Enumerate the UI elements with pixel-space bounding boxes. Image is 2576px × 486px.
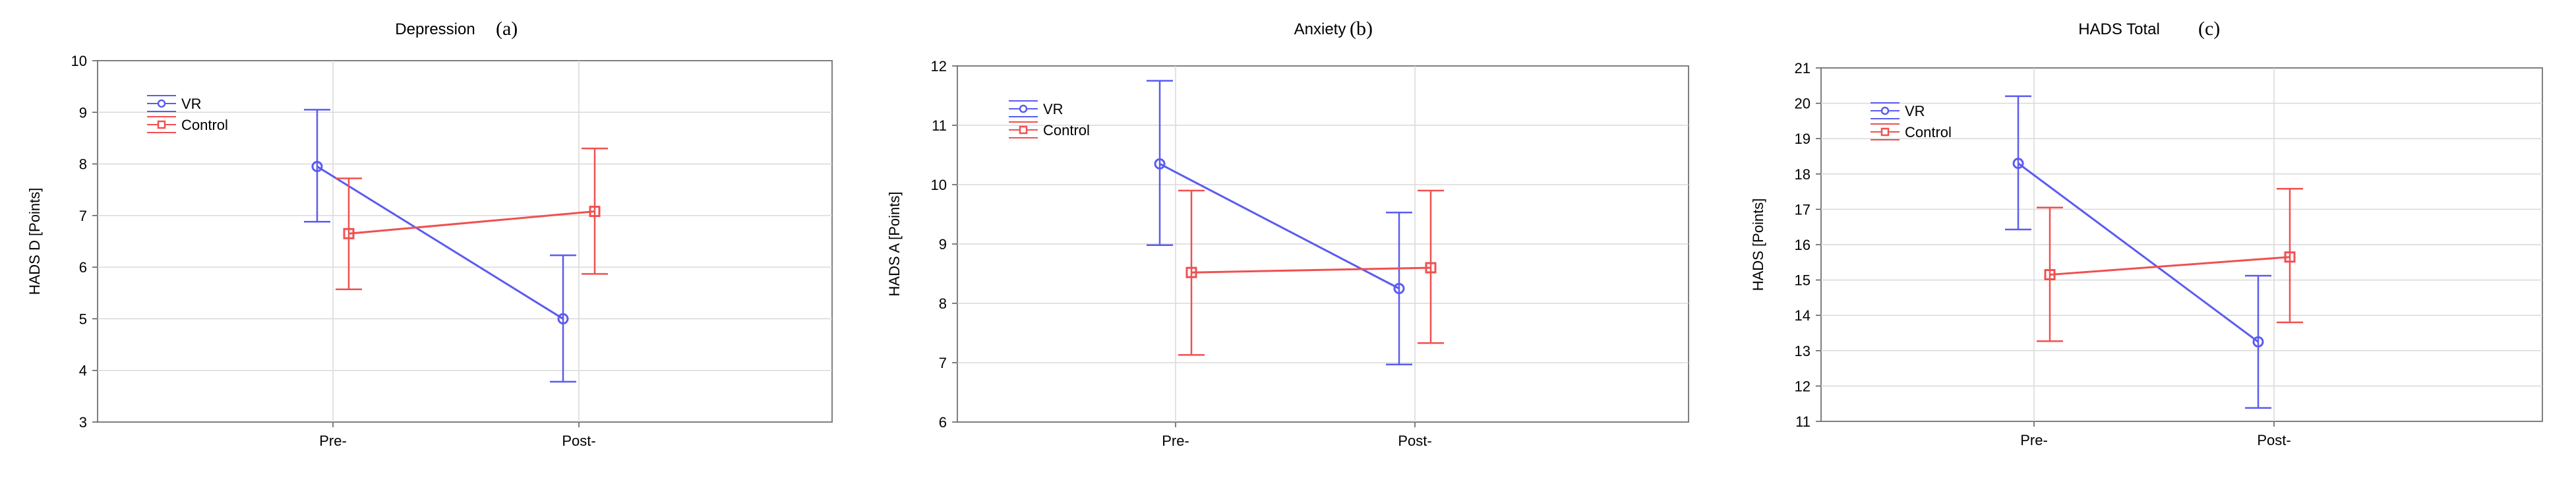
y-tick-label: 6 [79, 259, 87, 276]
y-tick-label: 16 [1795, 237, 1811, 253]
data-point [1185, 266, 1197, 278]
series-vr [2005, 95, 2271, 409]
y-tick-label: 8 [79, 156, 87, 173]
series-line [348, 210, 595, 235]
legend-label: Control [1043, 122, 1090, 138]
y-tick-label: 19 [1795, 131, 1811, 147]
panel-label: (a) [496, 18, 518, 40]
y-tick-label: 9 [79, 104, 87, 121]
legend-label: Control [1905, 124, 1952, 140]
y-tick-label: 7 [939, 355, 947, 371]
y-tick-label: 10 [931, 177, 947, 193]
y-tick-label: 18 [1795, 166, 1811, 183]
error-bar [1178, 189, 1205, 356]
legend-item-vr: VR [1009, 100, 1063, 117]
y-axis-label: HADS D [Points] [26, 188, 43, 295]
x-tick-label-post: Post- [2257, 432, 2291, 448]
error-bar [1147, 80, 1173, 247]
legend-item-control: Control [1009, 121, 1090, 138]
y-tick-label: 6 [939, 414, 947, 431]
y-tick-label: 15 [1795, 272, 1811, 289]
x-tick-label-pre: Pre- [1162, 433, 1189, 449]
panel-label: (c) [2198, 18, 2220, 40]
y-tick-label: 7 [79, 208, 87, 224]
chart-svg: 3 4 5 6 7 8 9 10 Pre- Post- Depression (a) HADS D [P… [26, 18, 833, 449]
y-tick-label: 4 [79, 363, 87, 379]
series-line [316, 166, 564, 320]
data-point [2012, 158, 2024, 169]
chart-panel-anxiety: 6 7 8 9 10 11 12 Pre- Post- Anxiety (b) HADS A [Poi… [858, 0, 1717, 483]
panel-label: (b) [1350, 18, 1373, 40]
legend-label: VR [1043, 101, 1063, 117]
error-bar [304, 109, 330, 223]
y-axis-label: HADS A [Points] [886, 192, 903, 297]
y-tick-label: 12 [931, 58, 947, 75]
series-control [336, 147, 608, 291]
data-point [589, 206, 601, 218]
chart-panel-depression: 3 4 5 6 7 8 9 10 Pre- Post- Depression (a) HADS D [P… [0, 0, 858, 483]
data-point [2284, 251, 2296, 263]
y-tick-label: 20 [1795, 96, 1811, 112]
legend: VR Control [147, 95, 228, 133]
series-line [1191, 266, 1431, 274]
y-tick-label: 8 [939, 295, 947, 312]
error-bar [336, 177, 362, 291]
series-line [2018, 162, 2259, 343]
chart-title: HADS Total [2078, 20, 2160, 38]
y-tick-label: 13 [1795, 343, 1811, 359]
legend-label: VR [1905, 103, 1925, 119]
legend: VR Control [1871, 102, 1952, 140]
y-tick-label: 14 [1795, 307, 1811, 324]
y-axis-label: HADS [Points] [1750, 198, 1766, 291]
data-point [311, 160, 323, 172]
error-bar [2245, 274, 2271, 409]
series-vr [1147, 80, 1412, 365]
legend-item-vr: VR [147, 95, 202, 112]
error-bar [1386, 212, 1412, 365]
chart-title: Anxiety [1294, 20, 1346, 38]
y-tick-label: 17 [1795, 201, 1811, 218]
series-control [1178, 189, 1444, 356]
legend-label: VR [181, 96, 202, 112]
y-tick-label: 9 [939, 236, 947, 253]
plot-area [97, 60, 833, 423]
y-tick-label: 21 [1795, 60, 1811, 76]
data-point [1154, 158, 1166, 169]
x-tick-label-post: Post- [562, 433, 595, 449]
legend-item-vr: VR [1871, 102, 1925, 119]
series-vr [304, 109, 576, 383]
chart-svg: 6 7 8 9 10 11 12 Pre- Post- Anxiety (b) HADS A [Poi… [886, 18, 1689, 449]
series-line [1159, 163, 1400, 289]
error-bar [582, 147, 608, 275]
data-point [343, 228, 355, 239]
error-bar [2037, 206, 2063, 342]
legend-label: Control [181, 117, 228, 133]
y-tick-label: 12 [1795, 378, 1811, 394]
error-bar [1418, 189, 1444, 344]
legend-item-control: Control [1871, 123, 1952, 140]
chart-panel-hads-total: 11 12 13 14 15 16 17 18 19 20 21 Pre- Post- HADS Tota… [1717, 0, 2576, 483]
data-point [1425, 262, 1437, 274]
series-control [2037, 188, 2303, 342]
error-bar [2277, 188, 2303, 324]
data-point [557, 313, 569, 324]
chart-svg: 11 12 13 14 15 16 17 18 19 20 21 Pre- Post- HADS Tota… [1750, 18, 2543, 448]
x-tick-label-pre: Pre- [2020, 432, 2048, 448]
y-tick-label: 10 [71, 53, 87, 69]
data-point [1393, 283, 1405, 294]
data-point [2252, 336, 2264, 348]
error-bar [550, 254, 576, 383]
y-tick-label: 11 [932, 117, 947, 134]
x-tick-label-post: Post- [1398, 433, 1431, 449]
error-bar [2005, 95, 2031, 231]
y-tick-label: 11 [1795, 413, 1811, 430]
legend-item-control: Control [147, 116, 228, 133]
data-point [2044, 269, 2056, 281]
y-tick-label: 5 [79, 311, 87, 327]
x-tick-label-pre: Pre- [319, 433, 347, 449]
chart-title: Depression [395, 20, 475, 38]
y-tick-label: 3 [79, 414, 87, 431]
legend: VR Control [1009, 100, 1090, 138]
series-line [2049, 256, 2291, 276]
